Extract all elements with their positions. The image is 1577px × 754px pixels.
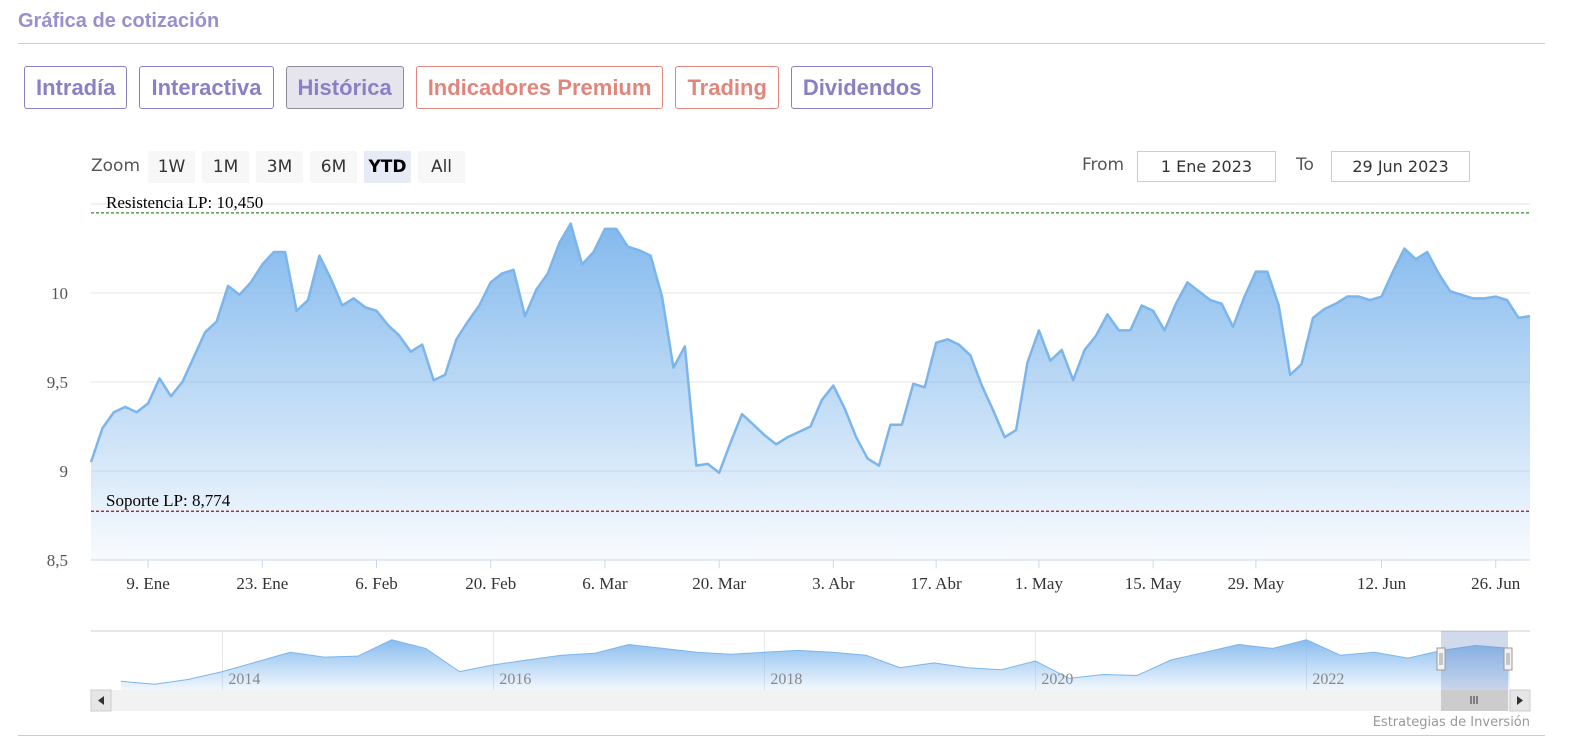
from-input[interactable]: 1 Ene 2023 [1137,151,1276,182]
from-label: From [1082,155,1125,175]
navigator-tick-label: 2018 [770,671,802,688]
page-title: Gráfica de cotización [18,10,220,32]
x-tick-label: 3. Abr [812,574,855,593]
x-tick-label: 29. May [1228,574,1285,593]
area-fill [91,223,1530,560]
scrollbar-track [91,690,1530,711]
navigator-tick-label: 2014 [228,671,260,688]
divider [18,43,1545,44]
zoom-button[interactable]: 1W [148,151,195,183]
arrow [98,696,104,705]
tab[interactable]: Interactiva [139,66,274,109]
x-tick-label: 26. Jun [1471,574,1521,593]
navigator-handle [1503,647,1513,671]
tab[interactable]: Intradía [24,66,128,109]
x-tick-label: 15. May [1125,574,1182,593]
tab[interactable]: Histórica [285,66,404,109]
x-tick-label: 20. Mar [692,574,746,593]
zoom-button[interactable]: 6M [310,151,357,183]
x-tick-label: 6. Feb [355,574,398,593]
plot-line-label: Soporte LP: 8,774 [106,491,231,510]
navigator-tick-label: 2016 [499,671,531,688]
to-input[interactable]: 29 Jun 2023 [1331,151,1470,182]
x-tick-label: 1. May [1015,574,1064,593]
navigator-line [120,639,1510,685]
zoom-button[interactable]: 3M [256,151,303,183]
y-tick-label: 9 [60,462,69,481]
tab[interactable]: Indicadores Premium [415,66,664,109]
x-tick-label: 23. Ene [236,574,288,593]
x-tick-label: 17. Abr [911,574,962,593]
zoom-buttons: 1W 1M 3M 6M YTD All [148,151,465,183]
y-tick-label: 8,5 [47,551,68,570]
navigator-tick-label: 2022 [1312,671,1344,688]
x-tick-label: 6. Mar [582,574,628,593]
x-tick-label: 9. Ene [126,574,169,593]
y-tick-label: 9,5 [47,373,68,392]
x-tick-label: 12. Jun [1357,574,1407,593]
zoom-button[interactable]: YTD [364,151,411,183]
credit: Estrategias de Inversión [1373,715,1530,730]
price-line [89,222,1531,475]
to-label: To [1296,155,1314,175]
navigator-handle [1436,647,1446,671]
plot-line-label: Resistencia LP: 10,450 [106,193,263,212]
navigator-mask [1441,631,1508,690]
tab-bar: Intradía Interactiva Histórica Indicadores … [24,66,934,109]
zoom-label: Zoom [91,156,141,176]
zoom-button[interactable]: All [418,151,465,183]
divider [18,735,1545,736]
tab[interactable]: Trading [675,66,779,109]
arrow [1517,696,1523,705]
x-tick-label: 20. Feb [465,574,516,593]
y-tick-label: 10 [51,284,68,303]
zoom-button[interactable]: 1M [202,151,249,183]
navigator-tick-label: 2020 [1041,671,1073,688]
tab[interactable]: Dividendos [790,66,934,109]
navigator-fill [120,639,1510,690]
